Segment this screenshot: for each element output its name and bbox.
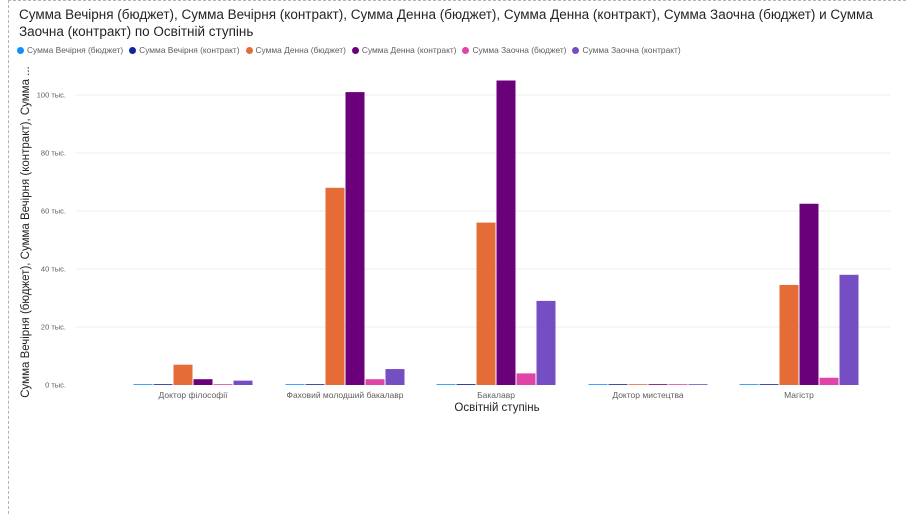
y-tick-label: 20 тыс. [41, 323, 66, 332]
x-tick-label: Магістр [784, 390, 814, 400]
bar[interactable] [739, 384, 759, 385]
legend-label: Сумма Денна (бюджет) [255, 45, 346, 55]
x-tick-label: Фаховий молодший бакалавр [286, 390, 403, 400]
bar[interactable] [285, 384, 305, 385]
bar[interactable] [779, 284, 799, 385]
y-tick-label: 0 тыс. [45, 381, 66, 390]
chart-legend: Сумма Вечірня (бюджет) Сумма Вечірня (кон… [17, 44, 687, 56]
legend-marker [17, 46, 24, 54]
bar[interactable] [345, 92, 365, 385]
legend-item[interactable]: Сумма Денна (бюджет) [245, 45, 346, 55]
legend-marker [351, 46, 359, 54]
y-axis-title: Сумма Вечірня (бюджет), Сумма Вечірня (к… [20, 66, 32, 398]
bar[interactable] [608, 384, 628, 385]
legend-label: Сумма Заочна (бюджет) [472, 45, 567, 55]
chart-title: Сумма Вечірня (бюджет), Сумма Вечірня (к… [19, 7, 873, 39]
x-axis-categories: Доктор філософії Фаховий молодший бакалав… [159, 390, 815, 400]
x-tick-label: Доктор філософії [159, 390, 229, 400]
bar[interactable] [436, 384, 456, 385]
bar[interactable] [233, 380, 253, 385]
bar[interactable] [385, 369, 405, 385]
legend-item[interactable]: Сумма Заочна (бюджет) [462, 45, 566, 55]
bar[interactable] [516, 373, 536, 385]
bar[interactable] [799, 203, 819, 385]
y-axis-ticks: 0 тыс. 20 тыс. 40 тыс. 60 тыс. 80 тыс. 100 ты… [37, 91, 66, 390]
legend-label: Сумма Вечірня (контракт) [139, 45, 240, 55]
bar[interactable] [173, 364, 193, 385]
y-tick-label: 80 тыс. [41, 149, 66, 158]
bar[interactable] [305, 384, 325, 385]
legend-item[interactable]: Сумма Заочна (контракт) [572, 45, 681, 55]
bar[interactable] [213, 384, 233, 385]
y-tick-label: 60 тыс. [41, 207, 66, 216]
legend-item[interactable]: Сумма Вечірня (бюджет) [17, 45, 123, 55]
legend-label: Сумма Денна (контракт) [361, 45, 457, 55]
legend-item[interactable]: Сумма Денна (контракт) [351, 45, 457, 55]
x-tick-label: Доктор мистецтва [612, 390, 684, 400]
bar[interactable] [153, 384, 173, 385]
bar[interactable] [688, 384, 708, 385]
bar[interactable] [133, 384, 153, 385]
bar[interactable] [839, 274, 859, 385]
y-tick-label: 40 тыс. [41, 265, 66, 274]
bar[interactable] [365, 379, 385, 385]
legend-label: Сумма Вечірня (бюджет) [27, 45, 124, 55]
bar[interactable] [759, 384, 779, 385]
bar[interactable] [456, 384, 476, 385]
x-axis-title: Освітній ступінь [454, 402, 539, 414]
legend-marker [462, 46, 470, 54]
x-tick-label: Бакалавр [477, 390, 515, 400]
bar[interactable] [536, 300, 556, 385]
legend-marker [129, 46, 137, 54]
legend-item[interactable]: Сумма Вечірня (контракт) [129, 45, 240, 55]
bar[interactable] [588, 384, 608, 385]
bar[interactable] [668, 384, 688, 385]
bar[interactable] [496, 80, 516, 386]
bars [133, 80, 859, 386]
bar[interactable] [819, 377, 839, 385]
legend-marker [572, 46, 580, 54]
visual-container [8, 0, 906, 514]
y-tick-label: 100 тыс. [37, 91, 66, 100]
bar[interactable] [325, 187, 345, 385]
bar[interactable] [476, 222, 496, 385]
legend-marker [245, 46, 253, 54]
bar[interactable] [193, 379, 213, 385]
bar[interactable] [648, 384, 668, 385]
legend-label: Сумма Заочна (контракт) [582, 45, 681, 55]
bar[interactable] [628, 384, 648, 385]
